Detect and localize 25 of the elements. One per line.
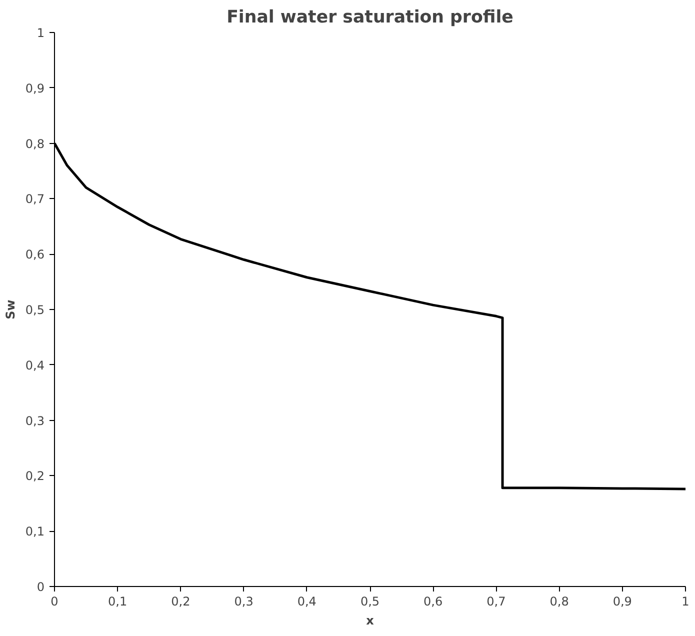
x-tick-label: 0,2 bbox=[171, 594, 190, 608]
y-tick-label: 0,4 bbox=[25, 358, 45, 372]
x-tick-label: 0,7 bbox=[486, 594, 506, 608]
x-tick-label: 0,5 bbox=[360, 594, 380, 608]
y-tick-label: 0,6 bbox=[25, 248, 45, 262]
y-tick-label: 0 bbox=[36, 580, 45, 594]
x-tick-label: 0 bbox=[50, 594, 58, 608]
x-tick-label: 1 bbox=[682, 594, 690, 608]
chart-title: Final water saturation profile bbox=[226, 8, 514, 28]
x-tick-label: 0,3 bbox=[234, 594, 254, 608]
x-tick-label: 0,6 bbox=[424, 594, 443, 608]
y-axis-title: Sw bbox=[3, 300, 18, 320]
x-tick-label: 0,8 bbox=[550, 594, 569, 608]
y-tick-label: 1 bbox=[36, 26, 45, 40]
y-tick-label: 0,1 bbox=[25, 524, 45, 539]
x-tick-label: 0,9 bbox=[612, 594, 632, 608]
y-tick-label: 0,5 bbox=[25, 303, 45, 317]
y-tick-label: 0,8 bbox=[25, 136, 45, 151]
y-tick-label: 0,7 bbox=[25, 192, 45, 206]
y-tick-label: 0,9 bbox=[25, 81, 45, 96]
x-axis-title: x bbox=[366, 614, 374, 628]
y-tick-label: 0,2 bbox=[25, 469, 45, 484]
x-tick-label: 0,4 bbox=[297, 594, 316, 608]
x-tick-label: 0,1 bbox=[108, 594, 128, 608]
y-tick-label: 0,3 bbox=[25, 414, 45, 428]
